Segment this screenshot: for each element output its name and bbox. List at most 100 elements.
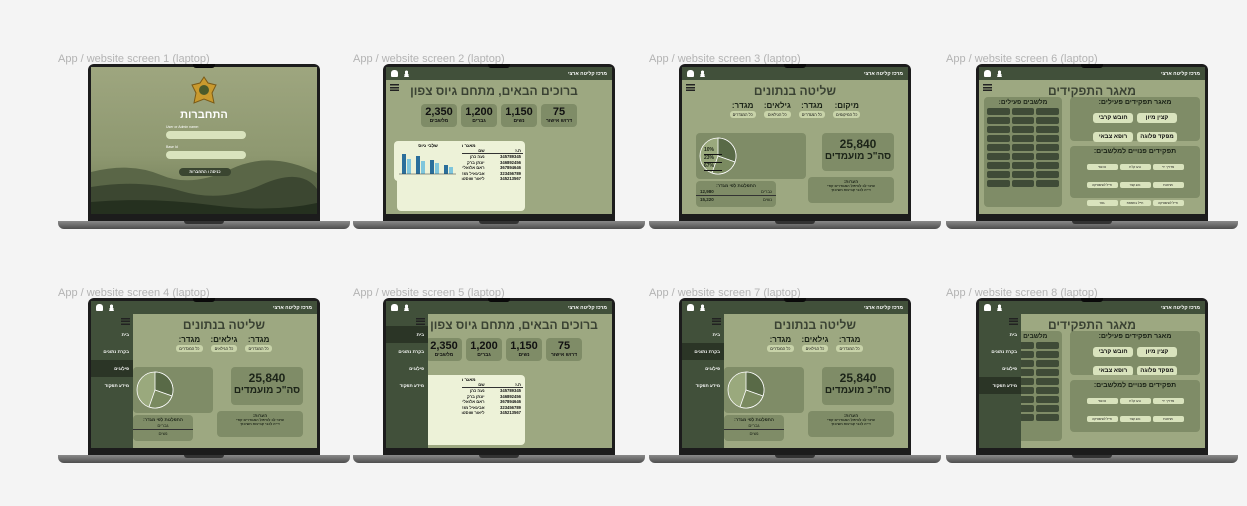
draftee-tile[interactable] xyxy=(1011,378,1035,385)
draftee-tile[interactable] xyxy=(1011,405,1035,412)
draftee-tile[interactable] xyxy=(1011,180,1035,187)
vacant-role[interactable]: טכנאי xyxy=(1086,164,1118,170)
role-chip[interactable]: קצין מיון xyxy=(1137,347,1177,357)
draftee-tile[interactable] xyxy=(1011,342,1035,349)
draftee-tile[interactable] xyxy=(987,117,1010,124)
login-button[interactable]: כניסה / התחברות xyxy=(179,168,231,176)
user-icon[interactable] xyxy=(403,304,410,311)
draftee-tile[interactable] xyxy=(987,108,1010,115)
draftee-tile[interactable] xyxy=(987,180,1010,187)
bell-icon[interactable] xyxy=(687,304,694,311)
draftee-tile[interactable] xyxy=(1036,162,1059,169)
gender-dropdown-2[interactable]: מגדר: כל המגדרים xyxy=(729,101,756,118)
menu-item-home[interactable]: בית xyxy=(121,332,129,337)
gender-dropdown[interactable]: מגדר: כל המגדרים xyxy=(245,335,272,352)
bell-icon[interactable] xyxy=(391,70,398,77)
role-chip[interactable]: חובש קרבי xyxy=(1093,347,1133,357)
vacant-role[interactable]: נהג קצר xyxy=(1119,182,1151,188)
vacant-role[interactable]: טכנאי xyxy=(1086,398,1118,404)
draftee-tile[interactable] xyxy=(987,153,1010,160)
draftee-tile[interactable] xyxy=(1011,351,1035,358)
menu-item-distributions[interactable]: פילוגים xyxy=(705,366,720,371)
draftee-tile[interactable] xyxy=(1036,180,1059,187)
bell-icon[interactable] xyxy=(391,304,398,311)
password-input[interactable] xyxy=(166,151,246,159)
menu-icon[interactable] xyxy=(390,84,399,91)
draftee-tile[interactable] xyxy=(1036,378,1059,385)
draftee-tile[interactable] xyxy=(1011,171,1035,178)
gender-dropdown-2[interactable]: מגדר: כל המגדרים xyxy=(767,335,794,352)
draftee-tile[interactable] xyxy=(987,144,1010,151)
bell-icon[interactable] xyxy=(984,304,991,311)
age-dropdown[interactable]: גילאים: כל הגילאים xyxy=(210,335,238,352)
draftee-tile[interactable] xyxy=(1011,126,1035,133)
username-input[interactable] xyxy=(166,131,246,139)
bell-icon[interactable] xyxy=(687,70,694,77)
vacant-role[interactable]: מתכנת xyxy=(1152,416,1184,422)
menu-icon[interactable] xyxy=(686,84,695,91)
draftee-tile[interactable] xyxy=(1036,342,1059,349)
menu-icon[interactable] xyxy=(416,318,425,325)
vacant-role[interactable]: חייל לוגיסטיקה xyxy=(1086,416,1118,422)
draftee-tile[interactable] xyxy=(1011,117,1035,124)
menu-item-data-control[interactable]: בקרת נתונים xyxy=(103,349,129,354)
menu-item-role-info[interactable]: מידע תפקוד xyxy=(695,383,720,388)
draftee-tile[interactable] xyxy=(1011,108,1035,115)
menu-item-data-control[interactable]: בקרת נתונים xyxy=(991,349,1017,354)
vacant-role[interactable]: נהג קצר xyxy=(1119,416,1151,422)
draftee-tile[interactable] xyxy=(1036,144,1059,151)
draftee-tile[interactable] xyxy=(1036,414,1059,421)
vacant-role[interactable]: מדריך ירי xyxy=(1152,398,1184,404)
menu-item-role-info[interactable]: מידע תפקוד xyxy=(104,383,129,388)
vacant-role[interactable]: מתכנת xyxy=(1152,182,1184,188)
menu-item-home[interactable]: בית xyxy=(386,326,428,343)
age-dropdown[interactable]: גילאים: כל הגילאים xyxy=(801,335,829,352)
draftee-tile[interactable] xyxy=(1036,117,1059,124)
gender-dropdown[interactable]: מגדר: כל המגדרים xyxy=(836,335,863,352)
draftee-tile[interactable] xyxy=(1036,387,1059,394)
user-icon[interactable] xyxy=(699,70,706,77)
draftee-tile[interactable] xyxy=(1036,369,1059,376)
draftee-tile[interactable] xyxy=(1011,144,1035,151)
menu-item-data-control[interactable]: בקרת נתונים xyxy=(398,349,424,354)
role-chip[interactable]: חובש קרבי xyxy=(1093,113,1133,123)
draftee-tile[interactable] xyxy=(1011,369,1035,376)
draftee-tile[interactable] xyxy=(1036,171,1059,178)
role-chip[interactable]: מפקד פלוגה xyxy=(1137,132,1177,142)
menu-item-distributions[interactable]: פילוגים xyxy=(1002,366,1017,371)
location-dropdown[interactable]: מיקום: כל המיקומים xyxy=(833,101,861,118)
menu-item-role-info[interactable]: מידע תפקוד xyxy=(399,383,424,388)
bell-icon[interactable] xyxy=(984,70,991,77)
vacant-role[interactable]: חייל לוגיסטיקה xyxy=(1086,182,1118,188)
draftee-tile[interactable] xyxy=(1011,162,1035,169)
draftee-tile[interactable] xyxy=(987,162,1010,169)
user-icon[interactable] xyxy=(699,304,706,311)
menu-icon[interactable] xyxy=(1009,318,1018,325)
bell-icon[interactable] xyxy=(96,304,103,311)
vacant-role[interactable]: חייל בחמאת xyxy=(1119,200,1151,206)
draftee-tile[interactable] xyxy=(1011,414,1035,421)
user-icon[interactable] xyxy=(996,70,1003,77)
draftee-tile[interactable] xyxy=(1036,135,1059,142)
vacant-role[interactable]: גפר xyxy=(1086,200,1118,206)
draftee-tile[interactable] xyxy=(1036,153,1059,160)
menu-item-home[interactable]: בית xyxy=(1009,332,1017,337)
draftee-tile[interactable] xyxy=(1011,360,1035,367)
draftee-tile[interactable] xyxy=(1011,396,1035,403)
draftee-tile[interactable] xyxy=(1036,360,1059,367)
role-chip[interactable]: רופא צבאי xyxy=(1093,132,1133,142)
menu-item-data-control[interactable]: בקרת נתונים xyxy=(682,343,724,360)
draftee-tile[interactable] xyxy=(1036,126,1059,133)
role-chip[interactable]: קצין מיון xyxy=(1137,113,1177,123)
draftee-tile[interactable] xyxy=(987,135,1010,142)
gender-dropdown-2[interactable]: מגדר: כל המגדרים xyxy=(176,335,203,352)
menu-item-home[interactable]: בית xyxy=(712,332,720,337)
menu-icon[interactable] xyxy=(121,318,130,325)
gender-dropdown[interactable]: מגדר: כל המגדרים xyxy=(798,101,826,118)
age-dropdown[interactable]: גילאים: כל הגילאים xyxy=(763,101,791,118)
draftee-tile[interactable] xyxy=(1011,153,1035,160)
role-chip[interactable]: מפקד פלוגה xyxy=(1137,366,1177,375)
menu-item-role-info[interactable]: מידע תפקוד xyxy=(979,377,1021,394)
user-icon[interactable] xyxy=(108,304,115,311)
draftee-tile[interactable] xyxy=(1011,135,1035,142)
